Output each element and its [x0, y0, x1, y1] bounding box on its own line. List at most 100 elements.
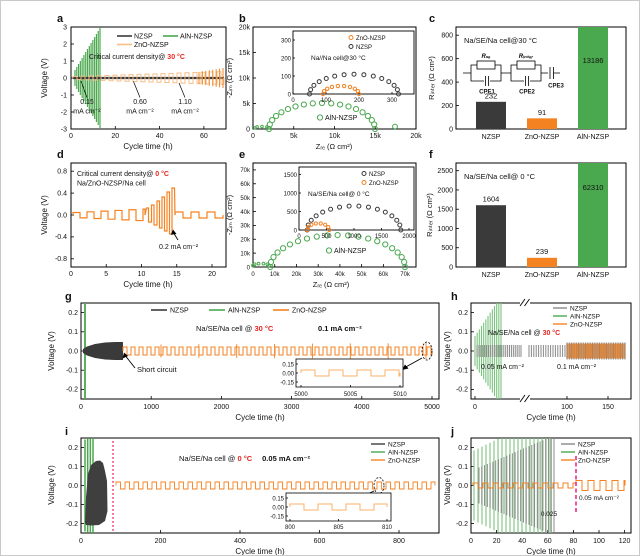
impedance-marker [394, 217, 400, 223]
traces [472, 438, 626, 533]
inset-zno-trace [300, 369, 401, 377]
capacitor-plates [485, 67, 554, 86]
bar-value: 13186 [583, 56, 604, 65]
legend-zno-nzsp: ZnO-NZSP [356, 36, 386, 42]
circuit-label-r1: Rₛₑ [481, 54, 491, 60]
zno-nzsp-noise [160, 343, 427, 359]
legend-aln-nzsp: AlN-NZSP [228, 308, 261, 315]
impedance-marker [365, 235, 372, 242]
zno-nzsp-trace-2 [575, 480, 626, 491]
tick-label: 0 [69, 133, 73, 140]
impedance-marker [329, 84, 335, 90]
panel-label: h [451, 291, 458, 303]
tick-label: 10k [240, 251, 251, 257]
tick-label: 15k [370, 133, 382, 140]
tick-label: 0 [473, 404, 477, 411]
tick-label: 0.2 [68, 310, 78, 317]
tick-label: 60 [544, 538, 552, 545]
x-axis-label: Cycle time (h) [235, 547, 285, 556]
tick-label: 0 [294, 228, 298, 234]
tick-label: 600 [441, 56, 453, 63]
impedance-marker [316, 79, 322, 85]
tick-label: 20 [111, 133, 119, 140]
impedance-marker [396, 91, 401, 97]
y-axis-label: Voltage (V) [443, 465, 452, 505]
x-axis-label: Cycle time (h) [123, 142, 173, 151]
impedance-marker [278, 109, 285, 116]
note-temp: 0 °C [155, 170, 169, 178]
tick-label: 500 [287, 210, 298, 216]
impedance-marker [300, 101, 307, 108]
note-temp: 30 °C [254, 324, 273, 333]
tick-label: 0.0 [68, 483, 78, 490]
legend-zno-nzsp: ZnO-NZSP [292, 308, 327, 315]
inset-zno-trace [289, 503, 388, 511]
tick-label: 500 [441, 245, 453, 252]
nzsp-trace [85, 460, 108, 526]
tick-label: -0.2 [456, 521, 468, 528]
impedance-marker [255, 125, 259, 129]
tick-label: 15k [239, 50, 251, 57]
zno-nzsp-spikes [198, 68, 224, 88]
impedance-marker [308, 87, 314, 93]
impedance-marker [274, 249, 281, 256]
impedance-marker [279, 245, 287, 252]
legend-zno-nzsp: ZnO-NZSP [578, 458, 610, 465]
impedance-marker [270, 254, 277, 261]
tick-label: 500 [321, 234, 332, 240]
note-temp: 30 °C [543, 329, 561, 337]
zno-nzsp-spike-trace [144, 187, 176, 235]
note-prefix: Critical current density@ [77, 171, 155, 178]
impedance-marker [260, 124, 264, 129]
panel-label: f [429, 149, 433, 161]
tick-label: 50k [357, 272, 368, 278]
legend-zno-nzsp: ZnO-NZSP [570, 322, 602, 329]
tick-label: 20 [493, 538, 501, 545]
impedance-marker [337, 101, 344, 108]
tick-label: 30k [313, 272, 324, 278]
nzsp-trace [83, 342, 123, 360]
legend-aln-nzsp: AlN-NZSP [180, 34, 213, 41]
y-axis-label: Voltage (V) [40, 58, 49, 98]
tick-label: -0.2 [66, 521, 78, 528]
tick-label: 0 [79, 404, 83, 411]
tick-label: 600 [314, 538, 326, 545]
tick-label: -2 [61, 109, 67, 116]
legend-aln-nzsp: AlN-NZSP [388, 450, 418, 457]
tick-label: 0 [246, 126, 250, 133]
tick-label: -0.8 [55, 256, 67, 263]
zno-nzsp-trace [72, 71, 225, 85]
tick-label: 805 [333, 525, 344, 531]
panel-c: c 800 600 400 200 0 NZSP ZnO-NZSP AlN-NZSP Rᵢₙ… [427, 13, 627, 141]
impedance-marker [374, 206, 380, 212]
impedance-marker [389, 245, 396, 252]
panel-b: b 20k 15k 10k 5k 0 0 5k 10k 15k 20k -Zᵢₘ (Ω cm²)… [225, 13, 422, 151]
x-axis-label: Cycle time (h) [526, 413, 576, 422]
current-density: 0.1 mA cm⁻² [318, 324, 362, 333]
zno-nzsp-trace [72, 208, 146, 222]
zno-nzsp-trace-end [174, 211, 224, 219]
tick-label: 2000 [437, 187, 453, 194]
nyquist-zno-nzsp [305, 221, 332, 233]
tick-label: 120 [619, 538, 631, 545]
panel-j: j 0.2 0.1 0.0 -0.1 -0.2 0 20 40 60 80 100 120 Volt… [443, 426, 632, 555]
short-circuit-label: Short circuit [137, 365, 178, 374]
tick-label: 4000 [354, 404, 370, 411]
y-axis-label: Rᵢₙₜₑᵣ (Ω cm²) [427, 56, 436, 100]
tick-label: 1500 [437, 207, 453, 214]
panel-label: i [65, 426, 68, 438]
tick-label: NZSP [482, 134, 501, 141]
tick-label: 5 [104, 271, 108, 278]
impedance-marker [307, 91, 312, 97]
panel-label: b [239, 13, 246, 25]
tick-label: 0.2 [68, 445, 78, 452]
tick-label: 60 [200, 133, 208, 140]
impedance-marker [356, 91, 362, 97]
circuit-label-r2: Rᵢₙₜₑᵣ [519, 54, 534, 60]
bar-nzsp [476, 205, 506, 267]
bar-nzsp [476, 101, 506, 129]
nyquist-aln-nzsp [265, 99, 379, 133]
panel-g: g 0.2 0.1 0.0 -0.1 -0.2 0 1000 2000 3000 4000 500… [47, 291, 440, 422]
impedance-marker [309, 100, 316, 107]
x-axis-label: Zᵣₑ (Ω cm²) [313, 280, 350, 289]
